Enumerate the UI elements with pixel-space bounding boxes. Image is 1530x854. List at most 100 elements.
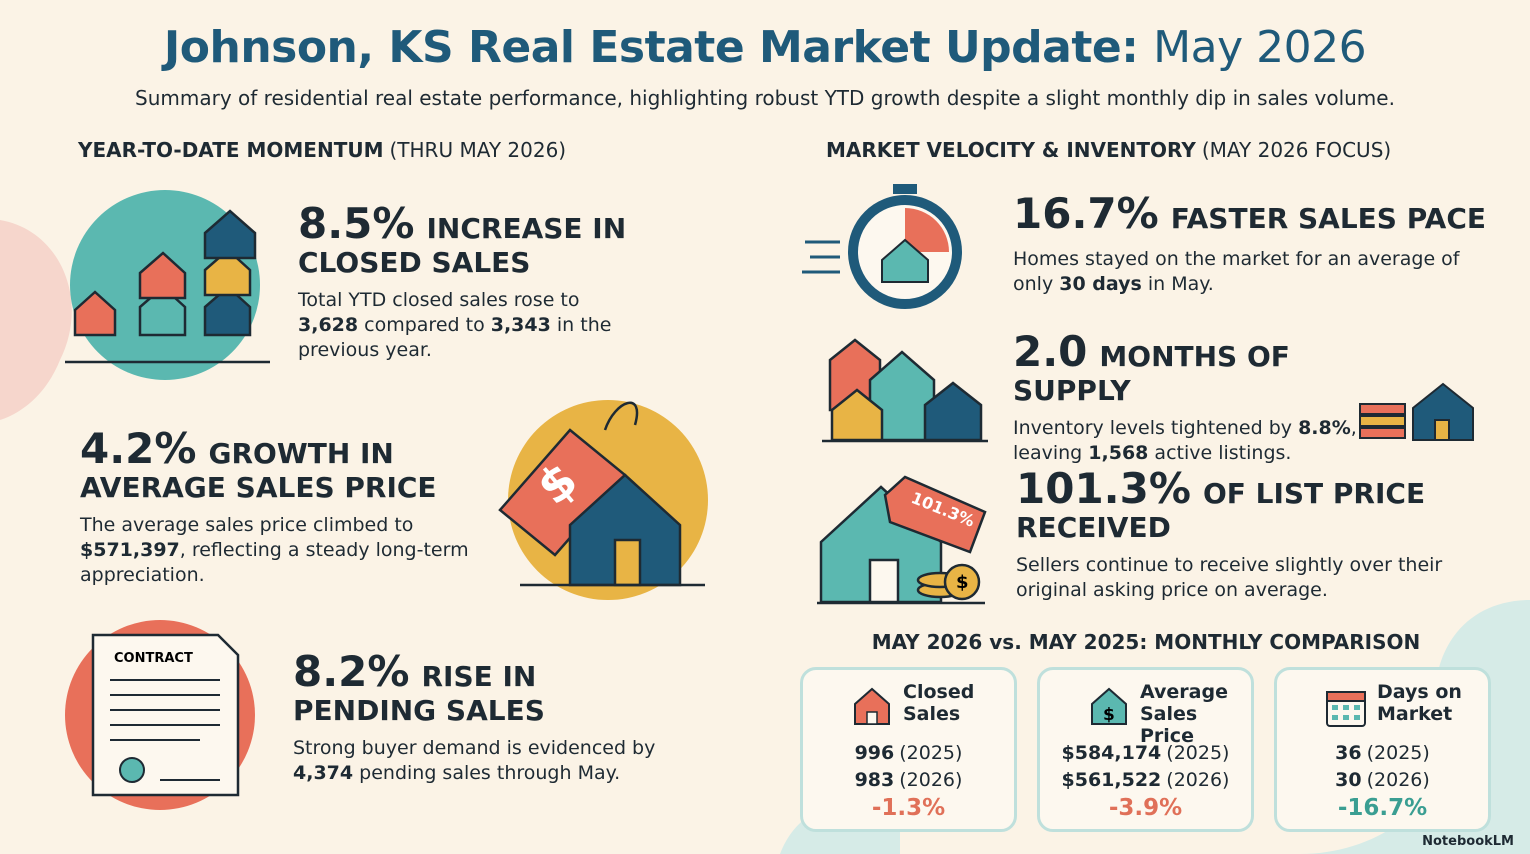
card-row: 30 (2026) (1277, 767, 1488, 794)
card-row: 36 (2025) (1277, 740, 1488, 767)
comparison-card: Days on Market 36 (2025) 30 (2026) -16.7% (1274, 667, 1491, 832)
row-value: 36 (1335, 742, 1362, 764)
card-row: 996 (2025) (803, 740, 1014, 767)
headline: 2.0 MONTHS OF SUPPLY (1013, 328, 1363, 406)
headline: 4.2% GROWTH IN AVERAGE SALES PRICE (80, 425, 490, 503)
stat-block: 16.7% FASTER SALES PACE Homes stayed on th… (1013, 190, 1493, 296)
stat: 101.3% (1016, 464, 1191, 513)
card-label: Closed Sales (903, 681, 975, 725)
heading: MARKET VELOCITY & INVENTORY (826, 138, 1196, 162)
card-rows: 36 (2025) 30 (2026) (1277, 740, 1488, 793)
headline: 101.3% OF LIST PRICE RECEIVED (1016, 465, 1486, 543)
stat: 16.7% (1013, 189, 1159, 238)
title-main: Johnson, KS Real Estate Market Update: (163, 22, 1139, 73)
row-year: (2026) (1166, 768, 1230, 791)
highlight: 8.8% (1298, 417, 1351, 440)
highlight: 30 days (1059, 272, 1142, 295)
comparison-card: $ Average Sales Price $584,174 (2025) $561,5… (1037, 667, 1254, 832)
body-text: Homes stayed on the market for an averag… (1013, 247, 1493, 296)
headline: 16.7% FASTER SALES PACE (1013, 190, 1493, 237)
text: , reflecting a steady long-term apprecia… (80, 539, 469, 586)
highlight: $571,397 (80, 539, 180, 562)
comparison-heading: MAY 2026 vs. MAY 2025: MONTHLY COMPARISO… (871, 630, 1421, 654)
highlight: 3,343 (490, 314, 551, 337)
body-text: Total YTD closed sales rose to 3,628 com… (298, 288, 638, 362)
card-row: 983 (2026) (803, 767, 1014, 794)
body-text: The average sales price climbed to $571,… (80, 513, 490, 587)
body-text: Inventory levels tightened by 8.8%, leav… (1013, 416, 1363, 465)
heading-note: (THRU MAY 2026) (389, 138, 567, 162)
text: Total YTD closed sales rose to (298, 289, 580, 312)
row-year: (2026) (899, 768, 963, 791)
text: in the previous year. (298, 314, 612, 361)
list-price-icon: 101.3% $ (817, 475, 987, 605)
section-heading: MARKET VELOCITY & INVENTORY (MAY 2026 FOC… (826, 138, 1391, 162)
highlight: 4,374 (293, 762, 354, 785)
title: Johnson, KS Real Estate Market Update: M… (0, 22, 1530, 73)
headline-text: INCREASE IN CLOSED SALES (298, 212, 627, 280)
headline-text: MONTHS OF SUPPLY (1013, 340, 1290, 408)
body-text: Sellers continue to receive slightly ove… (1016, 553, 1486, 602)
stat-block: 2.0 MONTHS OF SUPPLY Inventory levels tigh… (1013, 328, 1363, 466)
stat: 8.2% (293, 647, 410, 696)
text: , leaving (1013, 417, 1357, 465)
card-row: $561,522 (2026) (1040, 767, 1251, 794)
stat: 4.2% (80, 424, 197, 473)
inventory-icon (822, 338, 988, 443)
row-year: (2026) (1366, 768, 1430, 791)
card-change: -16.7% (1337, 795, 1428, 821)
text: in May. (1141, 272, 1214, 295)
row-value: 996 (854, 742, 895, 764)
comparison-card: Closed Sales 996 (2025) 983 (2026) -1.3% (800, 667, 1017, 832)
text: Strong buyer demand is evidenced by (293, 737, 656, 760)
headline-text: FASTER SALES PACE (1170, 202, 1487, 235)
svg-text:$: $ (1103, 705, 1115, 725)
headline-text: OF LIST PRICE RECEIVED (1016, 477, 1426, 545)
card-change: -1.3% (871, 795, 946, 821)
text: active listings. (1148, 442, 1292, 465)
stat-block: 8.5% INCREASE IN CLOSED SALES Total YTD cl… (298, 200, 638, 362)
contract-label: CONTRACT (114, 651, 193, 666)
card-label: Days on Market (1377, 681, 1462, 725)
contract-icon: CONTRACT (65, 620, 255, 810)
card-change: -3.9% (1108, 795, 1183, 821)
stack-house-icon (1359, 382, 1474, 441)
row-value: 983 (854, 768, 895, 791)
headline: 8.5% INCREASE IN CLOSED SALES (298, 200, 638, 278)
row-year: (2025) (899, 742, 963, 764)
footer: NotebookLM (1422, 834, 1514, 849)
stat-block: 8.2% RISE IN PENDING SALES Strong buyer de… (293, 648, 683, 786)
card-icon (1326, 691, 1366, 727)
houses-icon (65, 190, 270, 380)
card-row: $584,174 (2025) (1040, 740, 1251, 767)
card-rows: 996 (2025) 983 (2026) (803, 740, 1014, 793)
body-text: Strong buyer demand is evidenced by 4,37… (293, 736, 683, 785)
headline-text: GROWTH IN AVERAGE SALES PRICE (80, 437, 437, 505)
text: The average sales price climbed to (80, 514, 414, 537)
headline: 8.2% RISE IN PENDING SALES (293, 648, 683, 726)
text: Homes stayed on the market for an averag… (1013, 248, 1460, 295)
highlight: 1,568 (1088, 442, 1149, 465)
heading: YEAR-TO-DATE MOMENTUM (78, 138, 384, 162)
row-year: (2025) (1366, 742, 1430, 764)
row-value: 30 (1335, 768, 1362, 791)
card-icon: $ (1091, 687, 1127, 725)
text: pending sales through May. (353, 762, 621, 785)
subtitle: Summary of residential real estate perfo… (135, 86, 1395, 110)
title-date: May 2026 (1153, 22, 1367, 73)
stat: 8.5% (298, 199, 415, 248)
text: Inventory levels tightened by (1013, 417, 1299, 440)
coin-dollar: $ (956, 572, 969, 593)
stat-block: 101.3% OF LIST PRICE RECEIVED Sellers cont… (1016, 465, 1486, 603)
heading-note: (MAY 2026 FOCUS) (1201, 138, 1392, 162)
section-heading: YEAR-TO-DATE MOMENTUM (THRU MAY 2026) (78, 138, 566, 162)
card-label: Average Sales Price (1140, 681, 1228, 747)
card-icon (854, 687, 890, 725)
price-tag-icon: $ (498, 400, 708, 600)
highlight: 3,628 (298, 314, 359, 337)
stopwatch-icon (802, 184, 962, 309)
row-value: $561,522 (1061, 768, 1162, 791)
card-rows: $584,174 (2025) $561,522 (2026) (1040, 740, 1251, 793)
text: compared to (358, 314, 491, 337)
